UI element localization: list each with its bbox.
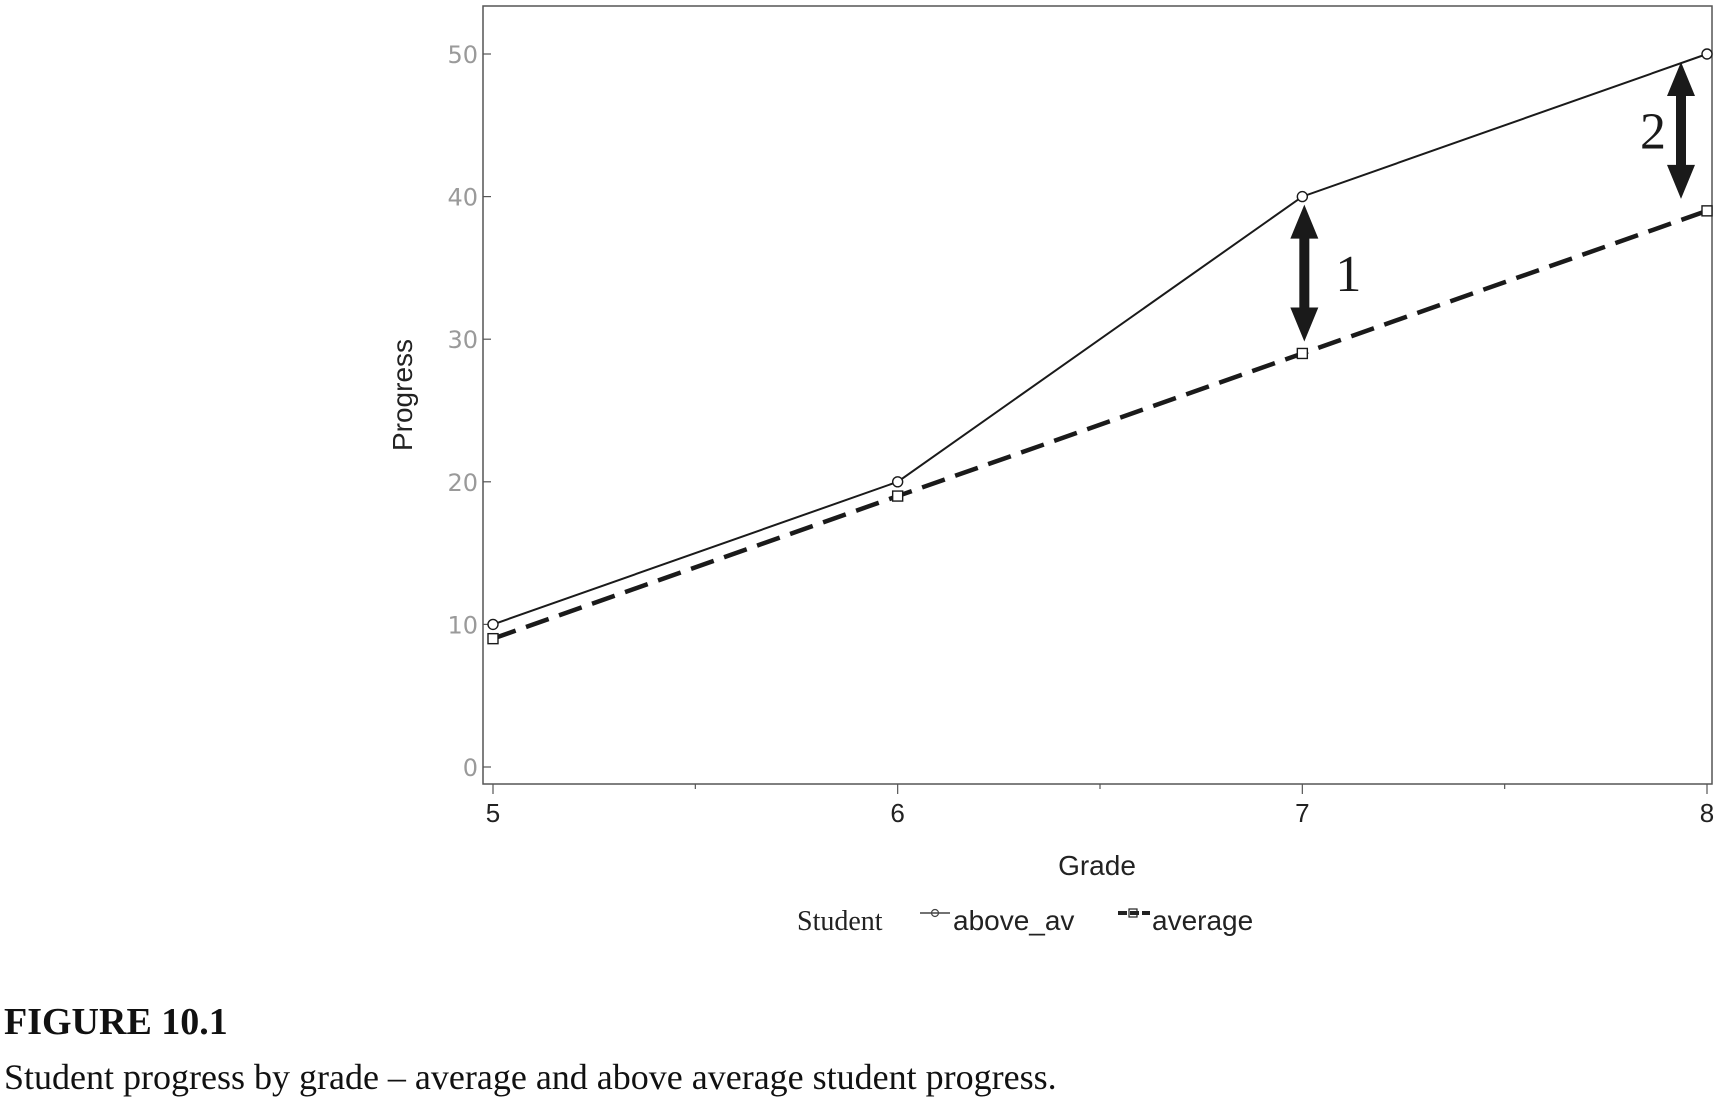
legend: Student above_av average [797,905,1253,937]
data-point-average [891,490,904,502]
x-tick-label: 6 [890,798,904,828]
annotation-label-2: 2 [1640,103,1666,160]
y-tick-label: 40 [447,184,478,212]
annotation-arrow-2 [1667,62,1695,199]
y-tick-label: 10 [447,611,478,639]
x-tick-label: 7 [1295,798,1309,828]
legend-entry-above-av: above_av [953,905,1074,936]
y-axis-title: Progress [387,339,418,451]
legend-marker-above-av [930,908,940,918]
series-layer [487,48,1713,645]
figure-label: FIGURE 10.1 [4,1001,228,1043]
x-tick-label: 5 [486,798,500,828]
data-point-above_av [487,618,499,631]
y-tick-label: 0 [463,754,478,782]
y-tick-label: 50 [447,41,478,69]
y-tick-label: 20 [447,469,478,497]
data-point-above_av [1296,190,1309,203]
legend-marker-average [1128,908,1138,918]
data-point-average [1701,205,1713,217]
x-axis-ticks: 5 6 7 8 [486,784,1714,828]
annotation-label-1: 1 [1335,246,1361,303]
data-point-average [487,632,499,645]
series-line-above_av [492,53,1708,626]
annotation-arrow-1 [1290,204,1319,342]
annotation-layer: 12 [1290,62,1695,342]
data-point-average [1296,347,1309,360]
x-tick-label: 8 [1700,798,1714,828]
legend-entry-average: average [1152,905,1253,936]
data-point-above_av [891,476,904,488]
x-axis-title: Grade [1058,850,1136,881]
data-point-above_av [1701,48,1713,60]
figure-caption: Student progress by grade – average and … [4,1057,1057,1097]
y-axis-ticks: 0 10 20 30 40 50 [447,41,491,782]
legend-title: Student [797,906,883,937]
plot-frame [482,5,1713,785]
series-line-average [492,208,1708,641]
y-tick-label: 30 [447,326,478,354]
